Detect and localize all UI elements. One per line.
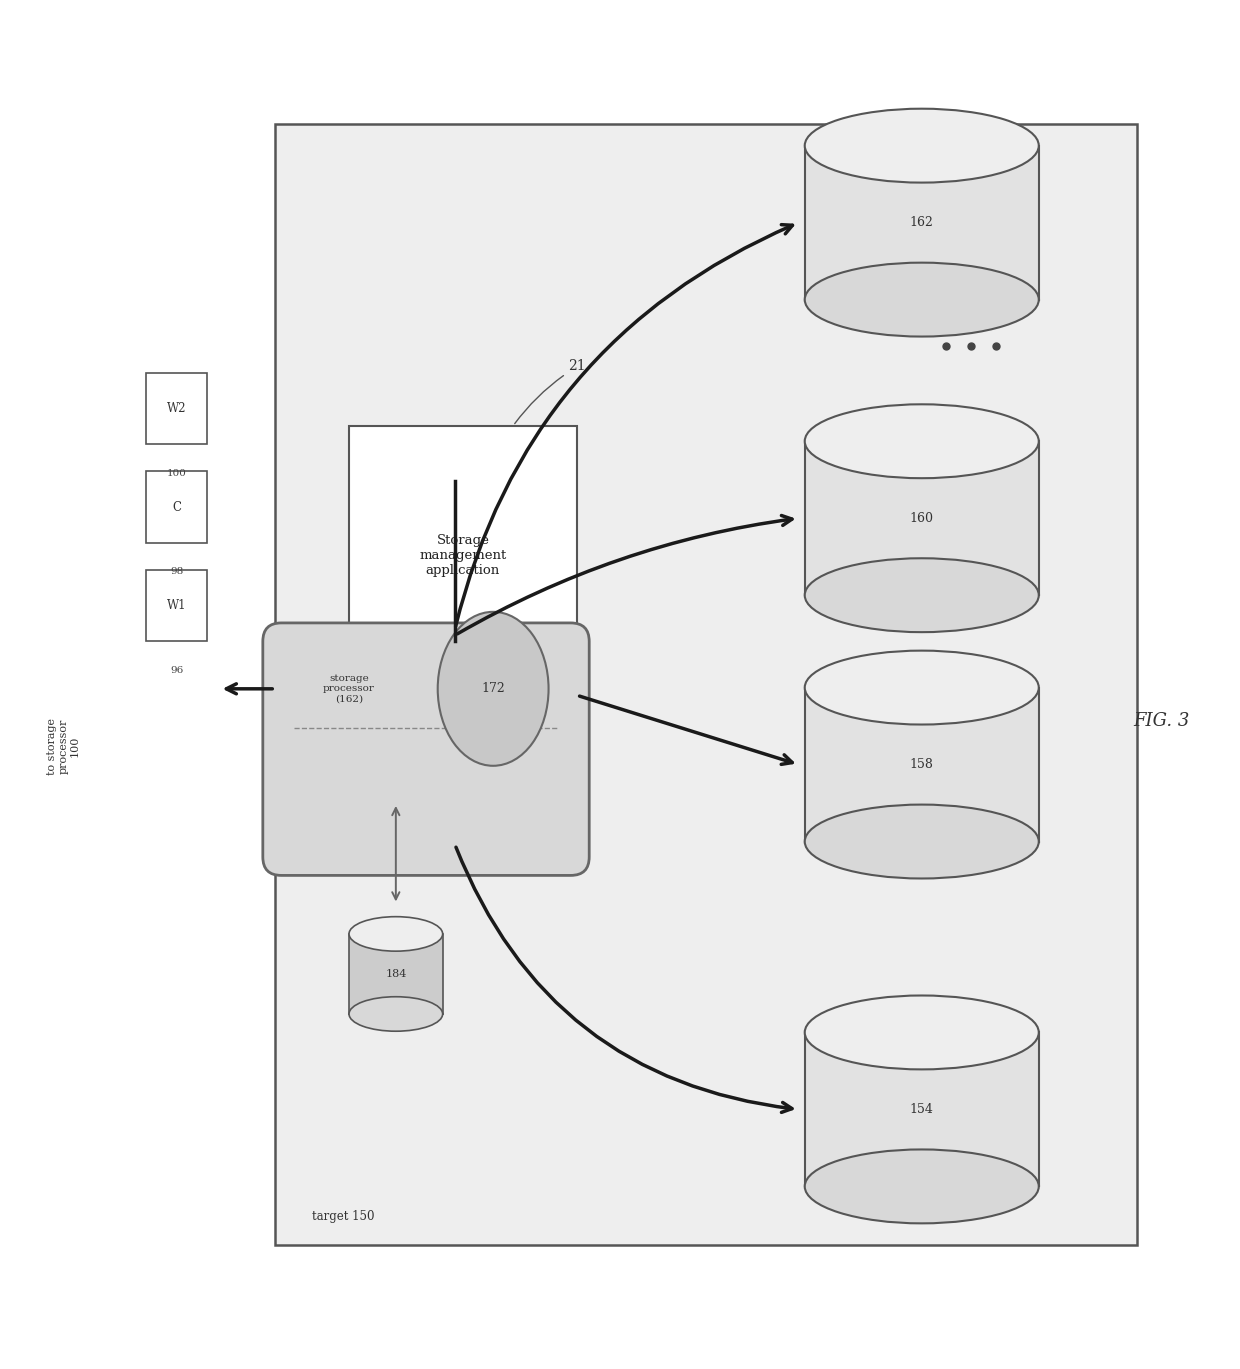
Bar — [805, 441, 1039, 596]
FancyBboxPatch shape — [146, 471, 207, 543]
Ellipse shape — [805, 1150, 1039, 1224]
FancyBboxPatch shape — [263, 623, 589, 875]
Ellipse shape — [805, 263, 1039, 337]
Text: 172: 172 — [481, 682, 505, 695]
Bar — [805, 1032, 1039, 1187]
Text: W2: W2 — [167, 402, 186, 415]
FancyBboxPatch shape — [146, 570, 207, 642]
Ellipse shape — [805, 559, 1039, 632]
Text: W1: W1 — [167, 600, 186, 612]
FancyBboxPatch shape — [146, 372, 207, 445]
Ellipse shape — [805, 650, 1039, 724]
Bar — [805, 145, 1039, 300]
FancyBboxPatch shape — [275, 125, 1137, 1244]
Text: 160: 160 — [910, 512, 934, 524]
Text: 98: 98 — [170, 568, 184, 576]
Text: 162: 162 — [910, 216, 934, 229]
Ellipse shape — [348, 997, 443, 1031]
Bar — [805, 687, 1039, 842]
Text: 154: 154 — [910, 1103, 934, 1116]
Text: storage
processor
(162): storage processor (162) — [324, 674, 374, 704]
Text: 158: 158 — [910, 758, 934, 771]
Bar — [348, 934, 443, 1014]
Text: FIG. 3: FIG. 3 — [1133, 712, 1190, 731]
Ellipse shape — [805, 995, 1039, 1069]
Text: 184: 184 — [386, 969, 407, 979]
Text: to storage
processor
100: to storage processor 100 — [47, 717, 79, 775]
Text: 21: 21 — [515, 360, 587, 423]
Ellipse shape — [348, 917, 443, 951]
FancyBboxPatch shape — [348, 426, 577, 684]
Ellipse shape — [805, 404, 1039, 478]
Ellipse shape — [438, 612, 548, 765]
Text: 96: 96 — [170, 667, 184, 675]
Text: Storage
management
application: Storage management application — [419, 534, 507, 576]
Ellipse shape — [805, 805, 1039, 879]
Text: target 150: target 150 — [311, 1210, 374, 1223]
Text: C: C — [172, 501, 181, 513]
Text: 100: 100 — [166, 470, 186, 478]
Ellipse shape — [805, 108, 1039, 182]
